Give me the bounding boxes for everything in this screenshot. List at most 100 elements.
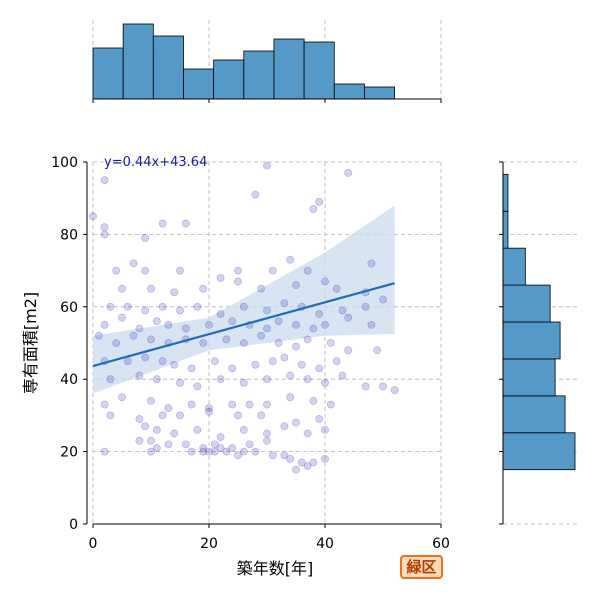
- data-point: [344, 346, 353, 355]
- y-tick-label: 40: [60, 372, 78, 388]
- data-point: [234, 266, 242, 275]
- data-point: [292, 418, 300, 427]
- y-tick-label: 0: [69, 517, 78, 533]
- x-tick-label: 20: [200, 536, 218, 552]
- x-tick-label: 0: [89, 536, 98, 552]
- data-point: [141, 306, 150, 315]
- data-point: [123, 357, 132, 365]
- data-point: [332, 357, 341, 365]
- data-point: [239, 447, 248, 456]
- data-point: [210, 440, 219, 449]
- data-point: [100, 447, 109, 456]
- data-point: [141, 234, 150, 242]
- data-point: [100, 320, 109, 329]
- data-point: [286, 371, 295, 380]
- data-point: [268, 266, 277, 275]
- data-point: [228, 400, 237, 409]
- data-point: [141, 422, 150, 431]
- x-tick-label: 40: [316, 536, 334, 552]
- data-point: [309, 397, 318, 405]
- data-point: [100, 223, 109, 232]
- data-point: [164, 404, 173, 413]
- data-point: [205, 447, 213, 456]
- data-point: [205, 407, 213, 416]
- data-point: [321, 320, 329, 329]
- data-point: [199, 447, 208, 456]
- data-point: [286, 454, 295, 463]
- data-point: [315, 364, 324, 373]
- data-point: [129, 259, 138, 268]
- data-point: [263, 161, 271, 170]
- data-point: [216, 375, 225, 384]
- data-point: [274, 339, 283, 347]
- data-point: [326, 339, 335, 347]
- data-point: [228, 317, 237, 326]
- data-point: [390, 386, 399, 394]
- data-point: [257, 331, 266, 340]
- data-point: [303, 462, 312, 470]
- data-point: [332, 284, 341, 293]
- confidence-band: [93, 205, 395, 394]
- top-hist-bar: [273, 38, 305, 100]
- data-point: [344, 168, 353, 177]
- data-point: [280, 451, 289, 460]
- data-point: [274, 317, 283, 326]
- data-point: [280, 299, 289, 308]
- data-point: [135, 371, 144, 380]
- data-point: [361, 302, 370, 311]
- data-point: [315, 197, 324, 206]
- regression-line: [92, 282, 395, 368]
- data-point: [94, 331, 103, 340]
- data-point: [239, 378, 248, 387]
- data-point: [147, 436, 155, 445]
- top-hist-bar: [122, 23, 154, 100]
- data-point: [344, 313, 353, 322]
- data-point: [245, 400, 254, 409]
- data-point: [263, 429, 271, 438]
- data-point: [176, 266, 184, 275]
- data-point: [118, 393, 126, 402]
- data-point: [89, 212, 97, 221]
- data-point: [303, 335, 312, 344]
- data-point: [222, 335, 231, 344]
- data-point: [280, 353, 289, 362]
- data-point: [170, 360, 179, 369]
- data-point: [187, 400, 196, 409]
- data-point: [210, 357, 219, 365]
- data-point: [292, 342, 300, 351]
- data-point: [263, 324, 271, 333]
- data-point: [199, 444, 208, 452]
- top-hist-bar: [183, 68, 215, 100]
- data-point: [176, 411, 184, 420]
- data-point: [239, 425, 248, 434]
- top-hist-bar: [364, 86, 396, 100]
- y-axis-label: 専有面積[m2]: [21, 292, 40, 394]
- data-point: [338, 371, 347, 380]
- data-point: [303, 429, 312, 438]
- data-point: [193, 382, 202, 391]
- data-point: [297, 458, 306, 467]
- right-hist-bar: [502, 173, 509, 212]
- data-point: [303, 375, 312, 384]
- data-point: [205, 404, 213, 413]
- data-point: [321, 277, 329, 286]
- data-point: [257, 284, 266, 293]
- data-point: [181, 324, 190, 333]
- data-point: [379, 295, 387, 304]
- data-point: [286, 393, 295, 402]
- data-point: [367, 259, 376, 268]
- top-hist-bar: [213, 59, 245, 100]
- data-point: [135, 415, 144, 423]
- data-point: [303, 266, 312, 275]
- y-tick-label: 100: [51, 155, 78, 171]
- data-point: [176, 306, 184, 315]
- data-point: [216, 433, 225, 442]
- x-tick-label: 60: [432, 536, 450, 552]
- data-point: [234, 411, 242, 420]
- data-point: [147, 447, 155, 456]
- data-point: [170, 429, 179, 438]
- data-point: [210, 447, 219, 456]
- data-point: [292, 465, 300, 474]
- top-hist-bar: [243, 50, 275, 100]
